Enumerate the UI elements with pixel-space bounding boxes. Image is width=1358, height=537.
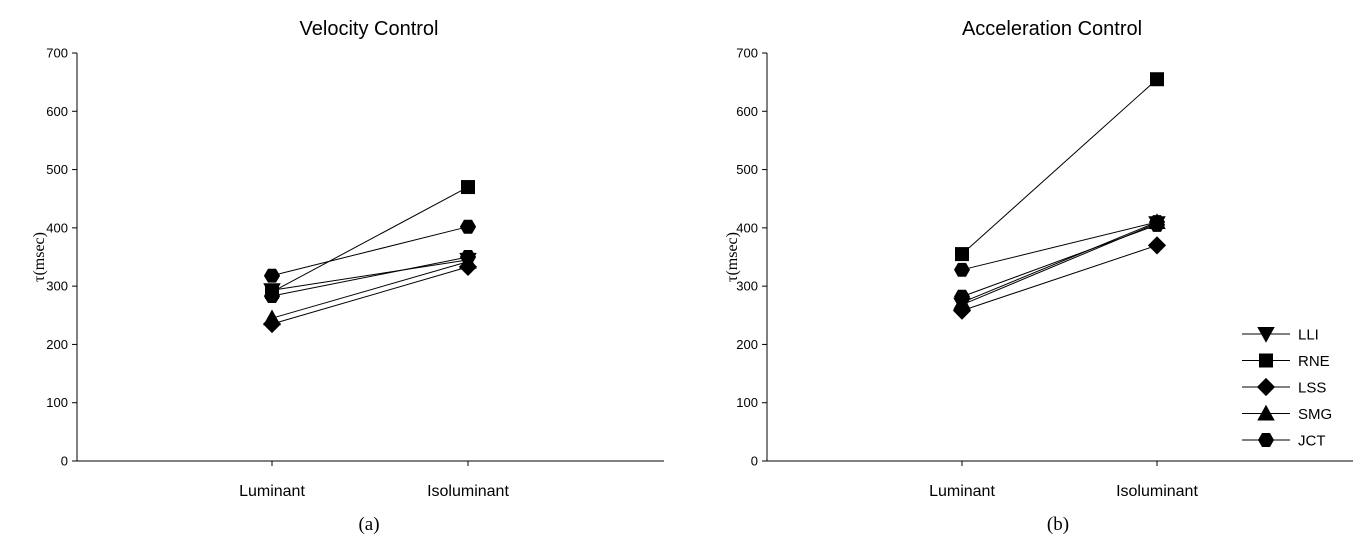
data-point-jct xyxy=(1149,218,1165,232)
y-tick-label: 0 xyxy=(61,454,68,469)
series-marks-a xyxy=(262,180,478,334)
chart-panel-a: Velocity Control τ(msec) 0 100 200 300 400 50… xyxy=(31,18,664,535)
y-tick-label: 600 xyxy=(736,104,758,119)
legend-marker-jct xyxy=(1258,433,1274,447)
series-line-rne xyxy=(271,186,469,293)
series-line-rne xyxy=(961,78,1158,255)
chart-panel-b: Acceleration Control τ(msec) 0 100 200 300 4… xyxy=(724,18,1353,535)
legend-label-jct: JCT xyxy=(1298,433,1326,450)
x-tick-label: Luminant xyxy=(929,483,995,500)
data-point-jct xyxy=(263,268,281,283)
y-tick-label: 700 xyxy=(46,46,68,61)
legend-label-lli: LLI xyxy=(1298,327,1319,344)
x-tick-label: Luminant xyxy=(239,483,305,500)
legend-label-lss: LSS xyxy=(1298,380,1326,397)
axes-b: 0 100 200 300 400 500 600 700 Luminant Isoluminan… xyxy=(736,46,1353,500)
y-axis-label-b: τ(msec) xyxy=(724,232,741,282)
series-line-smg xyxy=(961,221,1158,303)
y-axis-label-a: τ(msec) xyxy=(31,232,48,282)
x-tick-label: Isoluminant xyxy=(1116,483,1198,500)
y-tick-label: 400 xyxy=(46,220,68,235)
series-line-lss xyxy=(961,244,1158,312)
legend-marker-smg xyxy=(1257,404,1275,421)
data-point-jct xyxy=(954,289,970,304)
legend-label-rne: RNE xyxy=(1298,353,1330,370)
x-tick-label: Isoluminant xyxy=(427,483,509,500)
axes-a: 0 100 200 300 400 500 600 700 Luminant Isoluminan… xyxy=(46,46,664,500)
series-line-jct xyxy=(271,256,469,297)
series-line-jct xyxy=(961,221,1158,271)
y-tick-label: 700 xyxy=(736,46,758,61)
y-tick-label: 300 xyxy=(736,279,758,294)
legend-marker-lss xyxy=(1256,377,1276,397)
data-point-rne xyxy=(955,247,969,262)
legend-marker-lli xyxy=(1257,327,1275,343)
y-tick-label: 500 xyxy=(46,162,68,177)
y-tick-label: 600 xyxy=(46,104,68,119)
data-point-smg xyxy=(263,309,281,326)
legend-label-smg: SMG xyxy=(1298,406,1332,423)
data-point-lss xyxy=(1147,236,1167,255)
y-tick-label: 200 xyxy=(736,337,758,352)
y-tick-label: 500 xyxy=(736,162,758,177)
data-point-jct xyxy=(263,289,281,303)
y-tick-label: 300 xyxy=(46,279,68,294)
chart-title-a: Velocity Control xyxy=(300,18,439,40)
panel-label-b: (b) xyxy=(1047,514,1069,535)
panel-label-a: (a) xyxy=(358,514,379,535)
y-tick-label: 200 xyxy=(46,337,68,352)
series-line-smg xyxy=(271,261,469,319)
data-point-rne xyxy=(461,180,475,195)
chart-title-b: Acceleration Control xyxy=(962,18,1142,40)
series-line-jct xyxy=(271,226,469,277)
series-line-lli xyxy=(271,259,469,291)
data-point-rne xyxy=(1150,72,1164,87)
legend-marker-rne xyxy=(1259,353,1273,368)
data-point-jct xyxy=(459,219,477,234)
y-tick-label: 0 xyxy=(751,454,758,469)
series-line-jct xyxy=(961,224,1158,298)
y-tick-label: 400 xyxy=(736,220,758,235)
series-marks-b xyxy=(952,72,1167,320)
legend: LLI RNE LSS SMG JCT xyxy=(1242,327,1332,450)
y-tick-label: 100 xyxy=(736,395,758,410)
y-tick-label: 100 xyxy=(46,395,68,410)
series-line-lss xyxy=(271,266,469,325)
data-point-jct xyxy=(954,262,970,277)
data-point-jct xyxy=(459,250,477,264)
